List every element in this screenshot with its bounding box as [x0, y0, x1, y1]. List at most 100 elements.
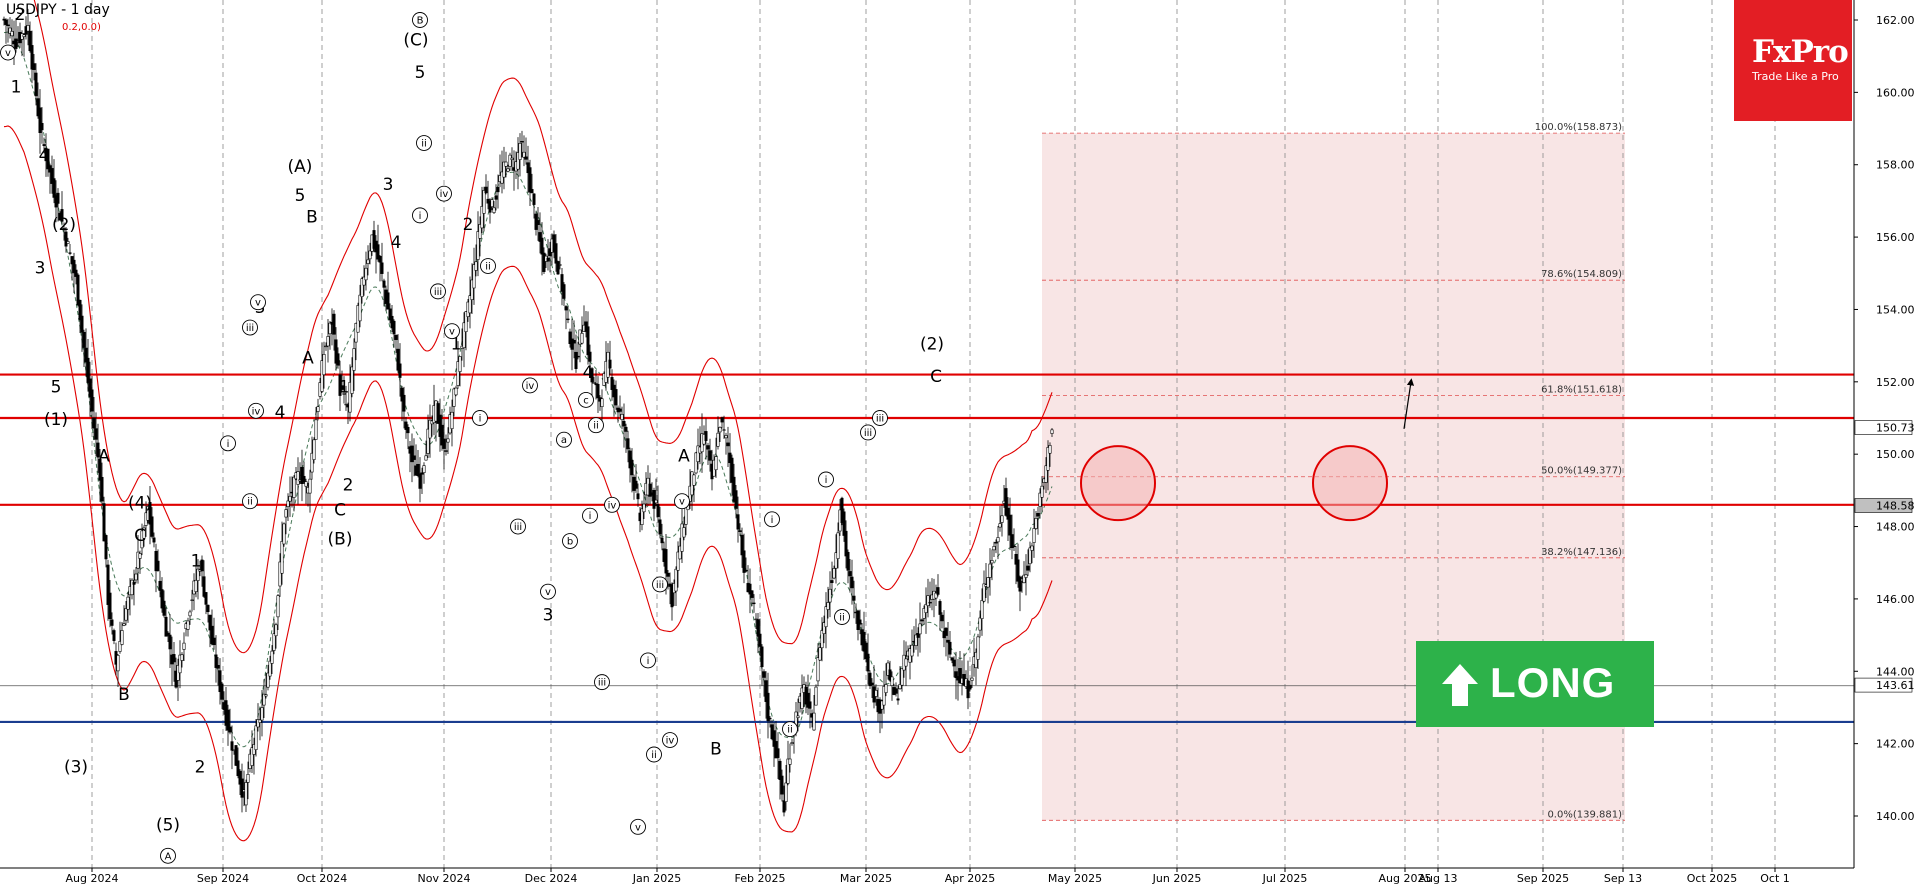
- candle-body: [214, 654, 218, 668]
- candle-body: [110, 619, 114, 626]
- candle-body: [66, 241, 70, 244]
- candle-body: [768, 717, 772, 720]
- candle-body: [826, 602, 830, 610]
- upper-band: [33, 0, 1053, 654]
- wave-circle-label: i: [771, 515, 774, 526]
- candle-body: [6, 24, 10, 27]
- candle-body: [288, 495, 292, 502]
- candle-body: [866, 653, 870, 672]
- candle-body: [848, 571, 852, 577]
- candle-body: [478, 224, 482, 239]
- candle-body: [142, 527, 146, 539]
- candle-body: [328, 322, 332, 335]
- candle-body: [614, 389, 618, 406]
- candle-body: [894, 688, 898, 694]
- wave-label: A: [302, 349, 314, 369]
- candle-body: [220, 683, 224, 700]
- candle-body: [670, 584, 674, 608]
- candle-body: [1030, 545, 1034, 551]
- candle-body: [334, 339, 338, 364]
- candle-body: [628, 450, 632, 469]
- x-tick-label: Sep 2024: [197, 872, 249, 885]
- candle-body: [500, 171, 504, 184]
- envelope-bands: [3, 0, 1053, 842]
- candle-body: [648, 483, 652, 497]
- price-label-box: [1854, 498, 1913, 513]
- candle-body: [56, 192, 60, 204]
- candle-body: [502, 161, 506, 178]
- candle-body: [210, 625, 214, 644]
- candle-body: [236, 760, 240, 777]
- wave-label: C: [334, 501, 346, 521]
- candle-body: [454, 387, 458, 396]
- candle-body: [96, 442, 100, 458]
- candle-body: [630, 459, 634, 476]
- wave-circle: [480, 258, 496, 274]
- wave-circle-label: ii: [651, 750, 657, 761]
- candle-body: [576, 355, 580, 358]
- candle-body: [982, 583, 986, 602]
- candle-body: [278, 561, 282, 587]
- candle-body: [546, 257, 550, 262]
- candle-body: [78, 299, 82, 321]
- candle-body: [772, 730, 776, 747]
- candle-body: [118, 641, 122, 652]
- candle-body: [556, 261, 560, 275]
- candle-body: [424, 455, 428, 461]
- candle-body: [1008, 514, 1012, 536]
- candle-body: [420, 472, 424, 475]
- candle-body: [106, 564, 110, 605]
- wave-circle: [860, 424, 876, 441]
- candle-body: [26, 25, 30, 32]
- candle-body: [80, 315, 84, 333]
- candle-body: [42, 144, 46, 146]
- price-label-box: [1854, 677, 1913, 693]
- candle-body: [452, 388, 456, 407]
- candle-body: [914, 634, 918, 646]
- wave-circle-label: a: [561, 435, 567, 446]
- x-tick-label: Jul 2025: [1262, 872, 1308, 885]
- candle-body: [600, 398, 604, 408]
- wave-circle: [582, 507, 598, 524]
- candle-body: [188, 611, 192, 617]
- wave-circle: [242, 319, 258, 336]
- candle-body: [464, 311, 468, 333]
- candle-body: [726, 442, 730, 447]
- candle-body: [1032, 528, 1036, 543]
- wave-circle: [540, 583, 556, 600]
- wave-circle-label: ii: [485, 262, 491, 273]
- candle-body: [748, 583, 752, 595]
- candle-body: [852, 595, 856, 601]
- candle-body: [836, 532, 840, 559]
- wave-label: 5: [51, 378, 62, 398]
- x-tick-label: Feb 2025: [735, 872, 786, 885]
- candle-body: [228, 726, 232, 733]
- candle-body: [952, 659, 956, 667]
- candle-body: [398, 363, 402, 378]
- brand-logo[interactable]: FxPro Trade Like a Pro: [1734, 0, 1852, 121]
- candle-body: [928, 601, 932, 604]
- wave-label: 2: [15, 5, 26, 25]
- wave-circle-label: iv: [252, 406, 261, 417]
- candle-body: [64, 231, 68, 247]
- candle-body: [234, 745, 238, 766]
- candle-body: [162, 600, 166, 616]
- x-tick-label: May 2025: [1048, 872, 1102, 885]
- wave-circle: [646, 746, 662, 763]
- candle-body: [1022, 574, 1026, 584]
- candle-body: [152, 537, 156, 543]
- candle-body: [782, 800, 786, 813]
- candle-body: [994, 542, 998, 544]
- candle-body: [682, 527, 686, 538]
- candle-body: [148, 502, 152, 525]
- long-signal-badge[interactable]: LONG: [1416, 641, 1654, 727]
- wave-label: 1: [339, 378, 350, 398]
- wave-label: 2: [343, 475, 354, 495]
- wave-circle-label: iii: [876, 414, 884, 425]
- candle-body: [426, 428, 430, 454]
- candle-body: [510, 157, 514, 160]
- candle-body: [936, 587, 940, 595]
- wave-circle-label: A: [165, 851, 172, 862]
